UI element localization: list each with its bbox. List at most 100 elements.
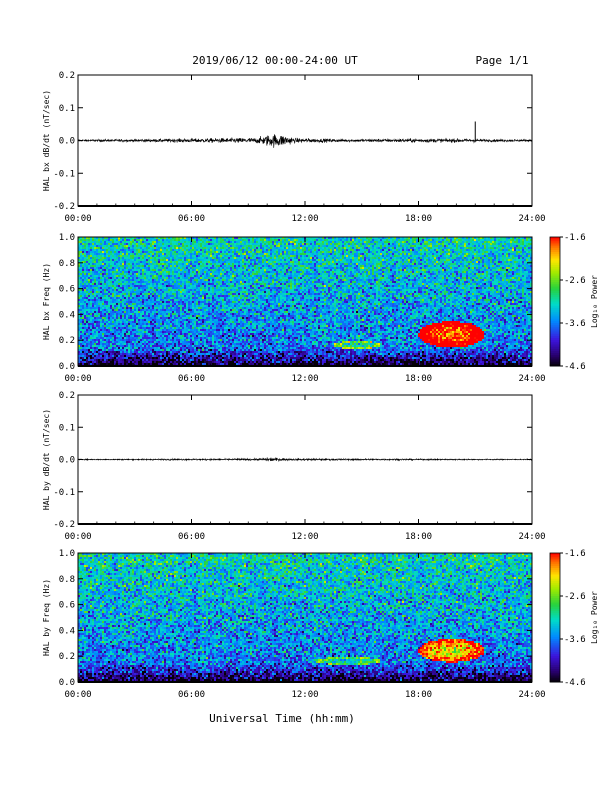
panel-2-x-tick-label-0: 00:00 (64, 532, 91, 542)
panel-0-x-tick-label-0: 00:00 (64, 214, 91, 224)
colorbar-swatch (550, 273, 560, 277)
panel-2-waveform-trace (77, 457, 533, 462)
colorbar-swatch (550, 312, 560, 315)
panel-0-y-tick-label-2: 0.0 (59, 137, 75, 147)
panel-3-colorbar-tick-label-2: -3.6 (564, 635, 586, 645)
colorbar-swatch (550, 353, 560, 356)
panel-3-y-tick-label-5: 0.0 (59, 678, 75, 688)
colorbar-swatch (550, 574, 560, 578)
colorbar-swatch (550, 307, 560, 311)
colorbar-swatch (550, 553, 560, 556)
colorbar-swatch (550, 559, 560, 563)
colorbar-swatch (550, 292, 560, 296)
colorbar-swatch (550, 256, 560, 259)
panel-3-y-tick-label-1: 0.8 (59, 575, 75, 585)
colorbar-swatch (550, 269, 560, 272)
colorbar-swatch (550, 301, 560, 305)
panel-2-x-tick-label-1: 06:00 (178, 532, 205, 542)
colorbar-swatch (550, 576, 560, 580)
colorbar-swatch (550, 593, 560, 597)
figure-title: 2019/06/12 00:00-24:00 UT (192, 54, 358, 67)
panel-2-y-tick-label-3: -0.1 (53, 488, 75, 498)
colorbar-swatch (550, 608, 560, 612)
panel-0-y-tick-label-4: -0.2 (53, 202, 75, 212)
colorbar-swatch (550, 258, 560, 262)
colorbar-swatch (550, 604, 560, 608)
colorbar-swatch (550, 361, 560, 365)
colorbar-swatch (550, 237, 560, 240)
colorbar-swatch (550, 671, 560, 674)
panel-1-colorbar-tick-label-2: -3.6 (564, 319, 586, 329)
colorbar-swatch (550, 316, 560, 320)
colorbar-swatch (550, 628, 560, 631)
colorbar-swatch (550, 344, 560, 348)
colorbar-swatch (550, 673, 560, 677)
x-axis-label: Universal Time (hh:mm) (209, 712, 355, 725)
colorbar-swatch (550, 557, 560, 560)
colorbar-swatch (550, 615, 560, 618)
colorbar-swatch (550, 578, 560, 582)
colorbar-swatch (550, 297, 560, 300)
colorbar-swatch (550, 310, 560, 313)
colorbar-swatch (550, 606, 560, 610)
panel-2-x-tick-label-2: 12:00 (291, 532, 318, 542)
panel-1-x-tick-label-1: 06:00 (178, 374, 205, 384)
colorbar-swatch (550, 639, 560, 642)
colorbar-swatch (550, 649, 560, 653)
panel-3-colorbar-tick-label-1: -2.6 (564, 592, 586, 602)
colorbar-swatch (550, 264, 560, 268)
colorbar-swatch (550, 290, 560, 294)
colorbar-swatch (550, 260, 560, 264)
colorbar-swatch (550, 580, 560, 584)
colorbar-swatch (550, 662, 560, 666)
colorbar-swatch (550, 589, 560, 593)
panel-3-x-tick-label-3: 18:00 (405, 690, 432, 700)
colorbar-swatch (550, 331, 560, 335)
panel-0-x-tick-label-1: 06:00 (178, 214, 205, 224)
colorbar-swatch (550, 647, 560, 651)
colorbar-swatch (550, 634, 560, 638)
colorbar-swatch (550, 286, 560, 290)
colorbar-swatch (550, 252, 560, 255)
colorbar-swatch (550, 600, 560, 603)
panel-3-y-axis-title: HAL by Freq (Hz) (42, 579, 51, 656)
panel-2-y-axis-title: HAL by dB/dt (nT/sec) (42, 409, 51, 510)
colorbar-swatch (550, 355, 560, 358)
panel-3-colorbar-frame (549, 552, 561, 683)
colorbar-swatch (550, 303, 560, 307)
colorbar-swatch (550, 288, 560, 292)
colorbar-swatch (550, 262, 560, 266)
panel-1-y-tick-label-1: 0.8 (59, 259, 75, 269)
colorbar-swatch (550, 598, 560, 601)
colorbar-swatch (550, 626, 560, 629)
panel-3-spectrogram-cells (78, 553, 532, 682)
panel-1-colorbar-frame (549, 236, 561, 367)
panel-3-colorbar-tick-label-3: -4.6 (564, 678, 586, 688)
panel-2-y-tick-label-0: 0.2 (59, 391, 75, 401)
panel-1-x-tick-label-2: 12:00 (291, 374, 318, 384)
panel-1-y-tick-label-2: 0.6 (59, 285, 75, 295)
panel-1-x-tick-label-4: 24:00 (518, 374, 545, 384)
colorbar-swatch (550, 641, 560, 644)
panel-3-colorbar (550, 553, 560, 683)
panel-3-x-tick-label-0: 00:00 (64, 690, 91, 700)
colorbar-swatch (550, 323, 560, 326)
colorbar-swatch (550, 617, 560, 621)
colorbar-swatch (550, 340, 560, 343)
panel-0-x-tick-label-2: 12:00 (291, 214, 318, 224)
colorbar-swatch (550, 654, 560, 657)
colorbar-swatch (550, 623, 560, 627)
colorbar-swatch (550, 568, 560, 571)
panel-3-y-tick-label-4: 0.2 (59, 652, 75, 662)
colorbar-swatch (550, 342, 560, 345)
panel-0-x-tick-label-3: 18:00 (405, 214, 432, 224)
panel-3-y-tick-label-3: 0.4 (59, 626, 75, 636)
colorbar-swatch (550, 563, 560, 567)
panel-1-colorbar-tick-label-1: -2.6 (564, 276, 586, 286)
panel-1-x-tick-label-3: 18:00 (405, 374, 432, 384)
colorbar-swatch (550, 357, 560, 361)
colorbar-swatch (550, 660, 560, 664)
panel-3-y-tick-label-2: 0.6 (59, 601, 75, 611)
panel-0-y-tick-label-0: 0.2 (59, 71, 75, 81)
colorbar-swatch (550, 239, 560, 242)
